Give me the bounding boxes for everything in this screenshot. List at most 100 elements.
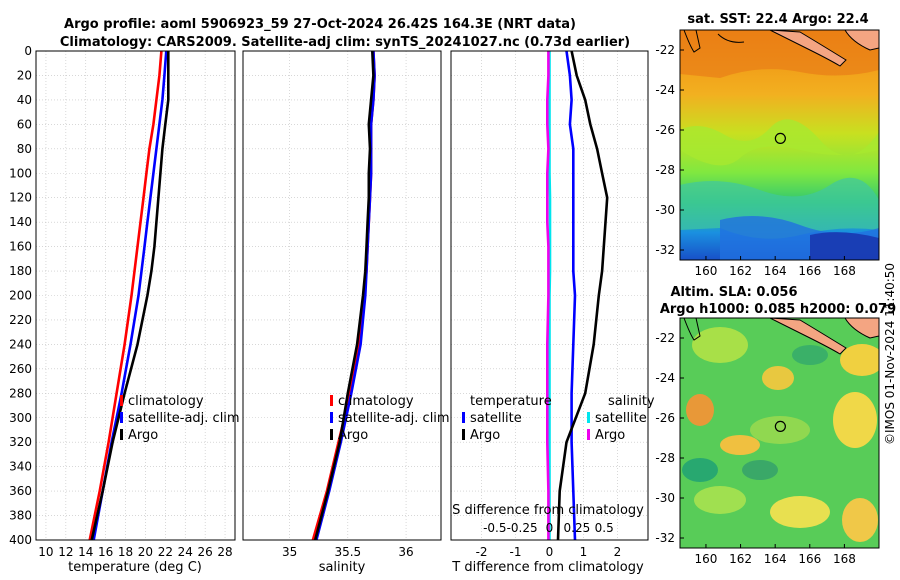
sal-legend-argo-mark — [330, 429, 333, 440]
sla-map-panel: Altim. SLA: 0.056 Argo h1000: 0.085 h200… — [655, 285, 896, 566]
temperature-tick-label: 10 — [38, 545, 53, 559]
legend-argo-mark — [120, 429, 123, 440]
t-difference-label: T difference from climatology — [451, 560, 644, 575]
legend-climatology-mark — [120, 395, 123, 406]
map-x-tick-label: 164 — [764, 552, 787, 566]
s-difference-tick-label: -0.5 — [483, 521, 506, 535]
difference-tick-label: -2 — [476, 545, 488, 559]
salinity-grid — [243, 51, 441, 540]
temperature-series-line — [90, 51, 170, 541]
difference-tick-label: 2 — [614, 545, 622, 559]
depth-tick-label: 60 — [17, 117, 32, 131]
temperature-tick-label: 26 — [198, 545, 213, 559]
s-difference-tick-label: 0 — [546, 521, 554, 535]
salinity-panel: 35 35.5 36 salinity climatology satellite-… — [242, 50, 450, 575]
sla-map-y-ticks: -22 -24 -26 -28 -30 -32 — [655, 331, 684, 545]
sla-argo-location-marker — [774, 420, 786, 432]
depth-tick-label: 360 — [9, 484, 32, 498]
temperature-lines — [88, 50, 170, 541]
legend-satellite-label: satellite-adj. clim — [128, 411, 240, 426]
sst-map-panel: sat. SST: 22.4 Argo: 22.4 160 162 164 166 16… — [655, 12, 880, 278]
salinity-frame — [242, 50, 442, 541]
sal-legend-satellite-label: satellite-adj. clim — [338, 411, 450, 426]
sal-legend-climatology-mark — [330, 395, 333, 406]
sal-legend-satellite-mark — [330, 412, 333, 423]
salinity-legend: climatology satellite-adj. clim Argo — [330, 394, 450, 443]
temperature-tick-label: 18 — [118, 545, 133, 559]
sst-map-y-ticks: -22 -24 -26 -28 -30 -32 — [655, 43, 684, 257]
difference-frame — [450, 50, 649, 541]
s-difference-tick-label: 0.5 — [595, 521, 614, 535]
map-y-tick-label: -32 — [655, 243, 675, 257]
depth-tick-label: 100 — [9, 166, 32, 180]
temperature-tick-label: 20 — [138, 545, 153, 559]
depth-tick-label: 260 — [9, 362, 32, 376]
legend-temperature-title: temperature — [470, 394, 552, 409]
sst-map-image — [680, 30, 879, 260]
temperature-legend: climatology satellite-adj. clim Argo — [120, 394, 240, 443]
temperature-panel: 0 20 40 60 80 100 120 140 160 180 200 220 240 260 280 3… — [9, 44, 240, 575]
title-line2: Climatology: CARS2009. Satellite-adj cli… — [60, 35, 630, 50]
map-x-tick-label: 168 — [833, 264, 856, 278]
difference-panel: -2 -1 0 1 2 -0.5 -0.25 0 0.25 0.5 S difference f… — [450, 50, 655, 575]
salinity-series-line — [313, 50, 375, 541]
depth-tick-label: 340 — [9, 460, 32, 474]
temperature-tick-label: 16 — [98, 545, 113, 559]
sst-argo-location-marker — [774, 132, 786, 144]
s-difference-label: S difference from climatology — [452, 503, 644, 518]
map-x-tick-label: 162 — [729, 552, 752, 566]
map-y-tick-label: -24 — [655, 83, 675, 97]
salinity-tick-label: 35.5 — [334, 545, 361, 559]
legend-t-satellite-mark — [462, 412, 465, 423]
depth-tick-label: 0 — [24, 44, 32, 58]
sla-map-title-1: Altim. SLA: 0.056 — [671, 285, 798, 300]
legend-t-satellite-label: satellite — [470, 411, 522, 426]
temperature-tick-label: 14 — [78, 545, 93, 559]
temperature-tick-label: 22 — [158, 545, 173, 559]
depth-tick-label: 80 — [17, 142, 32, 156]
map-x-tick-label: 166 — [798, 264, 821, 278]
difference-x-ticks: -2 -1 0 1 2 — [476, 545, 622, 559]
s-difference-tick-label: -0.25 — [507, 521, 538, 535]
salinity-x-ticks: 35 35.5 36 — [282, 545, 414, 559]
depth-tick-label: 40 — [17, 93, 32, 107]
sal-legend-argo-label: Argo — [338, 428, 368, 443]
map-y-tick-label: -28 — [655, 163, 675, 177]
difference-tick-label: 1 — [580, 545, 588, 559]
legend-salinity-title: salinity — [608, 394, 655, 409]
salinity-tick-label: 35 — [282, 545, 297, 559]
sla-map-image — [680, 318, 879, 548]
temperature-tick-label: 28 — [217, 545, 232, 559]
depth-tick-label: 400 — [9, 533, 32, 547]
temperature-x-label: temperature (deg C) — [68, 560, 202, 575]
legend-s-argo-label: Argo — [595, 428, 625, 443]
map-x-tick-label: 160 — [695, 552, 718, 566]
map-y-tick-label: -32 — [655, 531, 675, 545]
depth-tick-label: 320 — [9, 435, 32, 449]
map-x-tick-label: 168 — [833, 552, 856, 566]
legend-t-argo-label: Argo — [470, 428, 500, 443]
legend-s-satellite-label: satellite — [595, 411, 647, 426]
difference-series-line — [565, 50, 577, 541]
map-y-tick-label: -22 — [655, 43, 675, 57]
sla-map-frame — [679, 317, 880, 549]
depth-tick-label: 20 — [17, 68, 32, 82]
temperature-series-line — [88, 50, 163, 541]
difference-series-line — [545, 51, 550, 540]
difference-tick-label: -1 — [510, 545, 522, 559]
map-x-tick-label: 164 — [764, 264, 787, 278]
difference-series-line — [548, 51, 552, 540]
salinity-lines — [311, 50, 376, 541]
depth-tick-label: 200 — [9, 289, 32, 303]
map-y-tick-label: -26 — [655, 123, 675, 137]
salinity-tick-label: 36 — [398, 545, 413, 559]
depth-tick-label: 220 — [9, 313, 32, 327]
map-y-tick-label: -24 — [655, 371, 675, 385]
difference-series-line — [556, 50, 609, 541]
depth-ticks: 0 20 40 60 80 100 120 140 160 180 200 220 240 260 280 3… — [9, 44, 32, 547]
temperature-x-ticks: 10 12 14 16 18 20 22 24 26 28 — [38, 545, 232, 559]
sla-map-title-2: Argo h1000: 0.085 h2000: 0.079 — [660, 302, 896, 317]
difference-legend-salinity: salinity satellite Argo — [587, 394, 655, 443]
legend-s-satellite-mark — [587, 412, 590, 423]
